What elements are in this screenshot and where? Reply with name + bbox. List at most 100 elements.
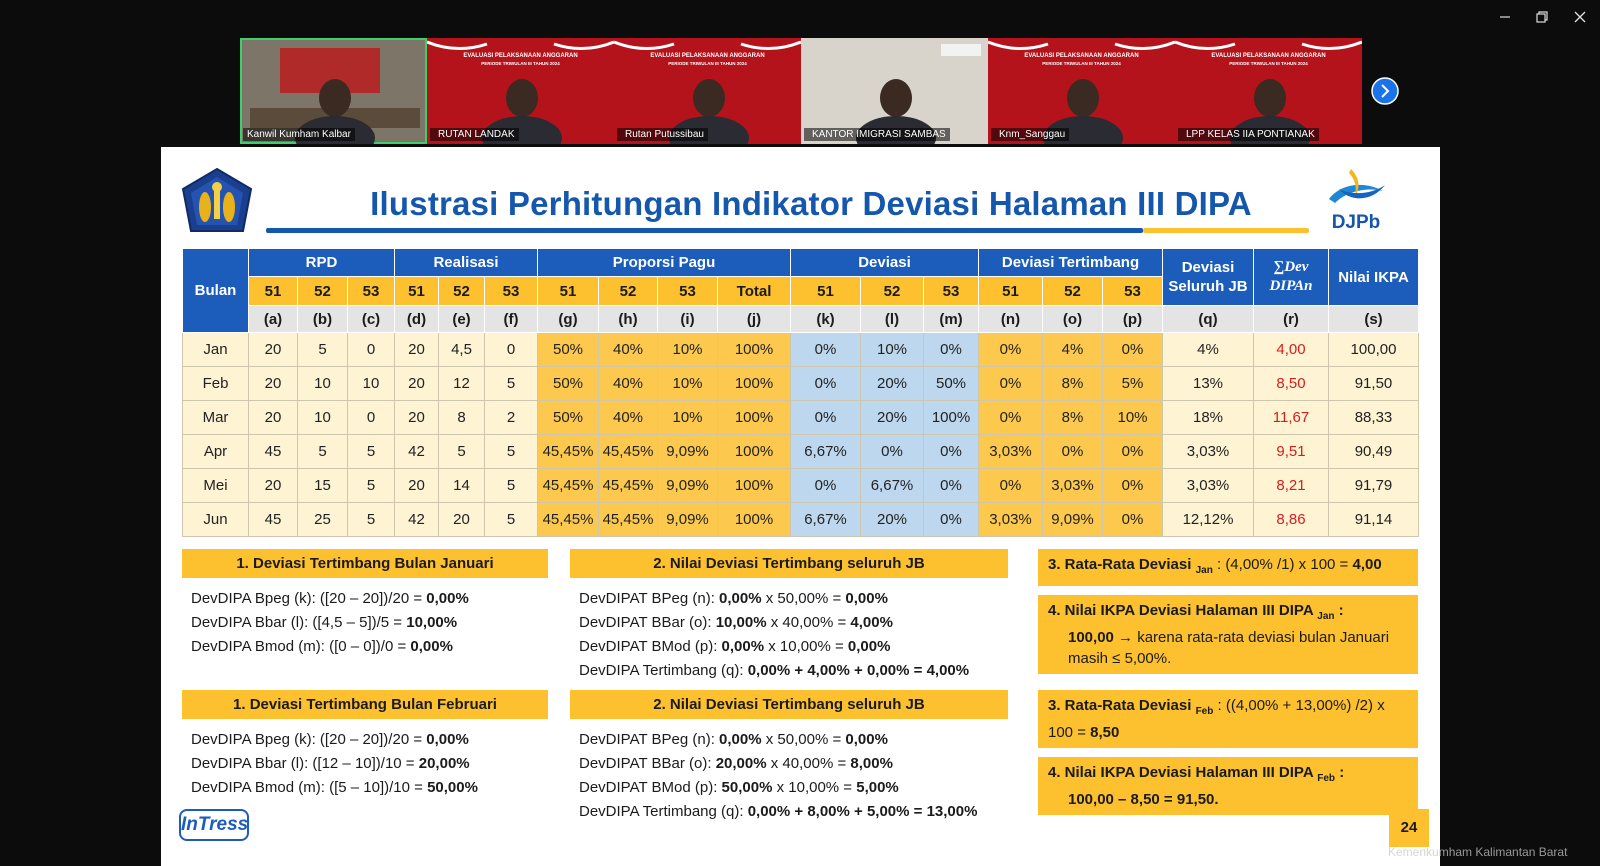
person — [880, 79, 912, 117]
table-cell: 20 — [394, 400, 439, 435]
banner-decoration — [427, 40, 614, 50]
banner-title: EVALUASI PELAKSANAAN ANGGARAN — [463, 53, 578, 59]
table-cell: 0% — [790, 468, 861, 503]
table-cell: 40% — [598, 400, 658, 435]
participant-name: RUTAN LANDAK — [438, 129, 515, 140]
participant-tile: EVALUASI PELAKSANAAN ANGGARAN PERIODE TRI… — [614, 38, 801, 144]
table-cell: 20 — [394, 366, 439, 401]
table-cell: 5 — [347, 468, 395, 503]
section-lines: DevDIPAT BPeg (n): 0,00% x 50,00% = 0,00… — [579, 728, 1017, 824]
text-line: DevDIPA Bbar (l): ([4,5 – 5])/5 = 10,00% — [191, 611, 557, 635]
table-cell: 9,51 — [1253, 434, 1329, 469]
djpb-logo-text: DJPb — [1331, 212, 1381, 233]
column-group-header: Realisasi — [394, 248, 538, 277]
text-run: 10,00% — [406, 614, 458, 631]
text-run: 3. Rata-Rata Deviasi — [1048, 556, 1196, 573]
column-letter: (k) — [790, 305, 861, 333]
table-cell: 0% — [790, 366, 861, 401]
column-letter: (l) — [860, 305, 924, 333]
table-cell: 5 — [297, 434, 348, 469]
table-cell: 100% — [717, 366, 791, 401]
sub-header: 52 — [297, 276, 348, 306]
participant-tile: KANTOR IMIGRASI SAMBAS — [801, 38, 988, 144]
table-cell: 45,45% — [598, 468, 658, 503]
text-run: 8,00% — [850, 755, 893, 772]
section-heading: 1. Deviasi Tertimbang Bulan Februari — [182, 690, 548, 719]
text-line: 4. Nilai IKPA Deviasi Halaman III DIPA J… — [1048, 600, 1408, 627]
table-cell: 3,03% — [978, 434, 1043, 469]
sub-header: 53 — [484, 276, 538, 306]
sub-header: 52 — [1042, 276, 1103, 306]
table-cell: 0% — [923, 468, 979, 503]
text-run: 4. Nilai IKPA Deviasi Halaman III DIPA — [1048, 764, 1318, 781]
text-line: DevDIPA Bpeg (k): ([20 – 20])/20 = 0,00% — [191, 587, 557, 611]
table-cell: 4% — [1162, 332, 1254, 367]
table-cell: 3,03% — [978, 502, 1043, 537]
sub-header: 52 — [598, 276, 658, 306]
table-cell: Apr — [182, 434, 249, 469]
page-number: 24 — [1389, 809, 1429, 847]
column-letter: (g) — [537, 305, 599, 333]
table-cell: 10 — [297, 400, 348, 435]
table-cell: 50% — [923, 366, 979, 401]
column-letter: (h) — [598, 305, 658, 333]
participant-label: Kanwil Kumham Kalbar — [243, 128, 355, 141]
table-cell: 5% — [1102, 366, 1163, 401]
column-group-header: ∑Dev DIPAn — [1253, 248, 1329, 306]
table-cell: 0% — [790, 400, 861, 435]
table-cell: 3,03% — [1162, 434, 1254, 469]
result-box: 3. Rata-Rata Deviasi Jan : (4,00% /1) x … — [1038, 549, 1418, 586]
table-cell: 20% — [860, 366, 924, 401]
table-cell: 10% — [1102, 400, 1163, 435]
text-run: DevDIPA Bbar (l): ([4,5 – 5])/5 = — [191, 614, 407, 631]
table-cell: 5 — [347, 434, 395, 469]
table-cell: 50% — [537, 332, 599, 367]
column-letter: (s) — [1328, 305, 1419, 333]
text-run: 0,00% — [847, 638, 891, 655]
text-run: 8,50 — [1090, 724, 1120, 741]
participant-strip: Kanwil Kumham Kalbar EVALUASI PELAKSANAAN… — [240, 38, 1362, 144]
text-run: 100,00 – 8,50 = 91,50. — [1068, 791, 1219, 808]
table-cell: 91,50 — [1328, 366, 1419, 401]
text-line: 4. Nilai IKPA Deviasi Halaman III DIPA F… — [1048, 762, 1408, 789]
column-group-header: Proporsi Pagu — [537, 248, 791, 277]
column-group-header: Bulan — [182, 248, 249, 333]
text-line: DevDIPAT BPeg (n): 0,00% x 50,00% = 0,00… — [579, 587, 1017, 611]
sub-header: 52 — [860, 276, 924, 306]
sub-header: 51 — [248, 276, 298, 306]
table-cell: 91,14 — [1328, 502, 1419, 537]
table-cell: 0% — [978, 468, 1043, 503]
text-run: 0,00% — [719, 590, 762, 607]
table-cell: 45,45% — [598, 434, 658, 469]
table-cell: 100% — [717, 400, 791, 435]
table-cell: 100% — [717, 502, 791, 537]
text-run: 0,00% — [719, 731, 762, 748]
table-cell: 88,33 — [1328, 400, 1419, 435]
participant-label: RUTAN LANDAK — [430, 128, 519, 141]
sub-header: 52 — [438, 276, 485, 306]
sub-header: 53 — [657, 276, 718, 306]
banner-title: EVALUASI PELAKSANAAN ANGGARAN — [650, 53, 765, 59]
table-cell: 90,49 — [1328, 434, 1419, 469]
text-run: 50,00% — [427, 779, 478, 796]
table-cell: 0% — [1102, 468, 1163, 503]
data-row: Jan 20 5 0 20 4,5 0 50% 40% 10% 100% 0% 10% 0% 0% 4% 0% 4… — [182, 332, 1419, 367]
restore-button[interactable] — [1536, 11, 1548, 23]
ministry-emblem — [181, 167, 253, 232]
table-cell: 11,67 — [1253, 400, 1329, 435]
person — [693, 79, 725, 117]
participant-label: Knm_Sanggau — [991, 128, 1070, 141]
column-letter: (o) — [1042, 305, 1103, 333]
text-run: 0,00% — [721, 638, 765, 655]
text-line: DevDIPAT BBar (o): 10,00% x 40,00% = 4,0… — [579, 611, 1017, 635]
text-run: : — [1335, 764, 1345, 781]
table-cell: 45,45% — [598, 502, 658, 537]
text-run: x 40,00% = — [766, 614, 851, 631]
close-button[interactable] — [1574, 11, 1586, 23]
next-page-button[interactable] — [1371, 77, 1399, 105]
text-run: : (4,00% /1) x 100 = — [1212, 556, 1353, 573]
presentation-slide: Ilustrasi Perhitungan Indikator Deviasi … — [161, 147, 1440, 866]
person — [1254, 79, 1286, 117]
banner-decoration — [1175, 40, 1362, 50]
header-row: Bulan RPD Realisasi Proporsi Pagu Deviasi Dev… — [182, 248, 1419, 333]
